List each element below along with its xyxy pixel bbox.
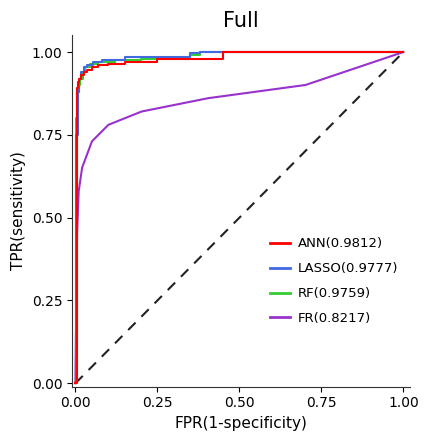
Y-axis label: TPR(sensitivity): TPR(sensitivity) <box>11 152 26 271</box>
Title: Full: Full <box>223 11 259 31</box>
Legend: ANN(0.9812), LASSO(0.9777), RF(0.9759), FR(0.8217): ANN(0.9812), LASSO(0.9777), RF(0.9759), … <box>264 232 403 330</box>
X-axis label: FPR(1-specificity): FPR(1-specificity) <box>175 416 307 431</box>
